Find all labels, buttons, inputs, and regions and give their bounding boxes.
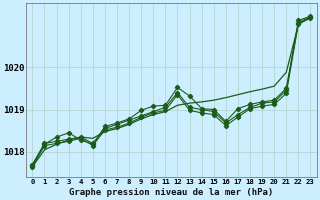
X-axis label: Graphe pression niveau de la mer (hPa): Graphe pression niveau de la mer (hPa): [69, 188, 274, 197]
